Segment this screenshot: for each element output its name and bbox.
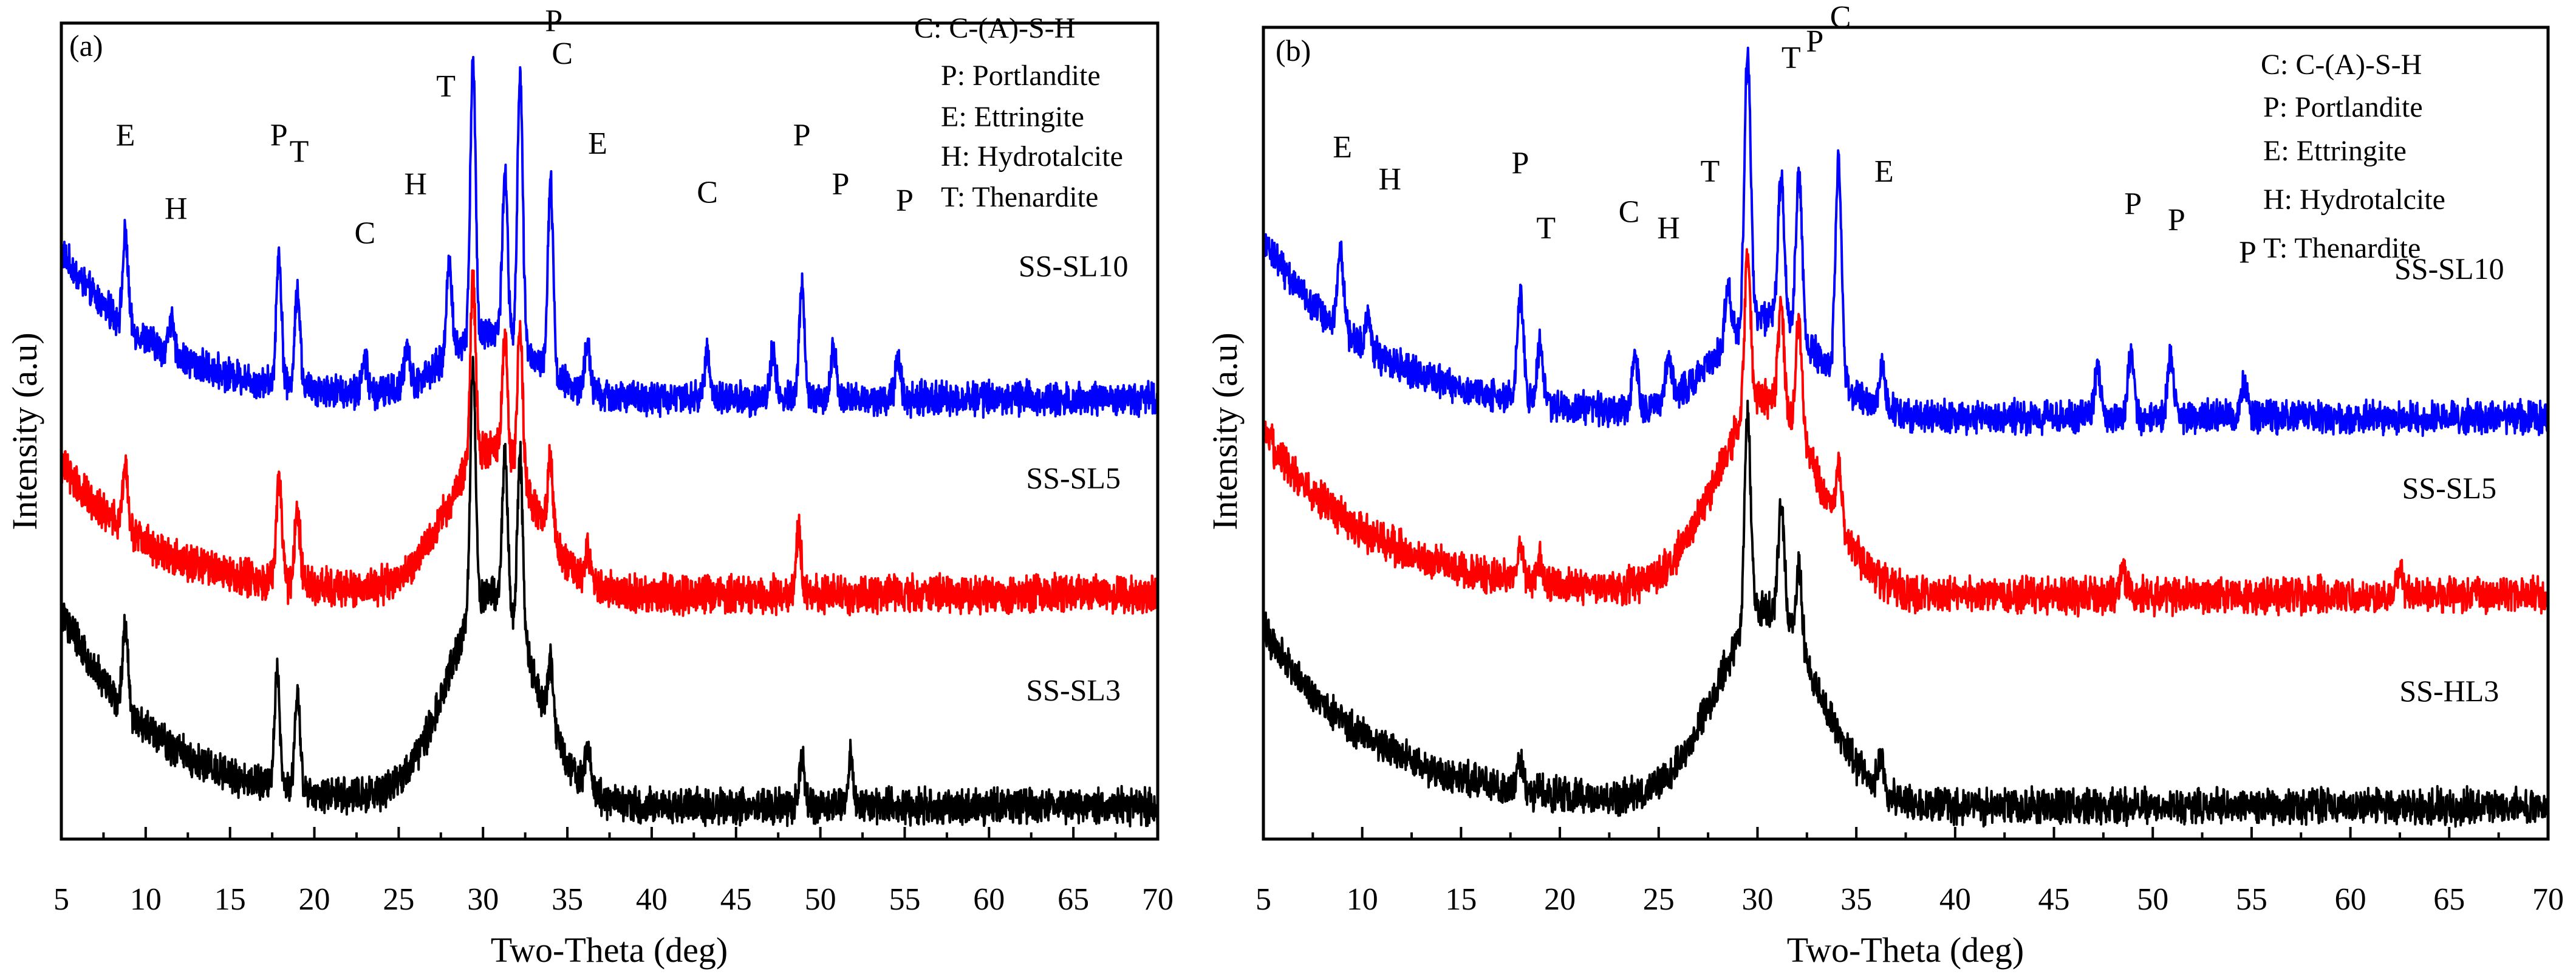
panel-b-series-labels: SS-SL10 SS-SL5 SS-HL3 bbox=[2394, 252, 2504, 708]
panel-b-legend-entry: H: Hydrotalcite bbox=[2263, 183, 2445, 216]
panel-b-tick-label: 45 bbox=[2038, 882, 2070, 917]
panel-a-peak-label: H bbox=[404, 167, 427, 202]
panel-b-series-label: SS-SL5 bbox=[2402, 471, 2496, 505]
panel-b-tick-label: 50 bbox=[2137, 882, 2168, 917]
panel-a-tick-label: 70 bbox=[1142, 882, 1174, 917]
panel-b-legend-entry: P: Portlandite bbox=[2263, 91, 2423, 123]
panel-b-tick-label: 70 bbox=[2532, 882, 2564, 917]
panel-a-peak-label: E bbox=[588, 126, 607, 161]
panel-a-tick-label: 30 bbox=[467, 882, 499, 917]
panel-b-series-label: SS-HL3 bbox=[2399, 674, 2499, 708]
panel-b-tick-label: 40 bbox=[1939, 882, 1971, 917]
panel-a-tick-labels: 5 10 15 20 25 30 35 40 45 50 55 60 65 70 bbox=[53, 882, 1174, 917]
panel-a-tick-label: 60 bbox=[973, 882, 1005, 917]
panel-b-tick-label: 25 bbox=[1643, 882, 1675, 917]
panel-b-tick-label: 35 bbox=[1840, 882, 1872, 917]
panel-a-data bbox=[60, 56, 1159, 828]
panel-a-series-ss-sl5 bbox=[60, 269, 1159, 617]
panel-b-peak-label: H bbox=[1378, 162, 1401, 197]
panel-b-peak-label: P bbox=[2124, 187, 2142, 221]
panel-a-tick-label: 65 bbox=[1057, 882, 1089, 917]
panel-a-peak-label: P bbox=[545, 4, 562, 38]
panel-a-peak-label: T bbox=[290, 134, 309, 169]
panel-a-series-label: SS-SL10 bbox=[1019, 249, 1129, 283]
panel-b-peak-label: P bbox=[1512, 146, 1529, 180]
panel-a-legend-entry: E: Ettringite bbox=[941, 101, 1084, 133]
panel-a-peak-label: H bbox=[165, 191, 188, 226]
panel-a-tick-label: 40 bbox=[636, 882, 668, 917]
panel-a-tick-label: 35 bbox=[552, 882, 583, 917]
panel-a-tick-label: 55 bbox=[889, 882, 920, 917]
panel-b-peak-label: P bbox=[2168, 203, 2185, 238]
panel-a-peak-label: P bbox=[793, 118, 811, 153]
panel-b-y-axis-title: Intensity (a.u) bbox=[1205, 332, 1245, 530]
panel-b-peak-label: E bbox=[1333, 130, 1352, 165]
panel-b-x-axis-title: Two-Theta (deg) bbox=[1787, 930, 2024, 970]
panel-a-tick-label: 15 bbox=[214, 882, 246, 917]
panel-b-tick-labels: 5 10 15 20 25 30 35 40 45 50 55 60 65 70 bbox=[1256, 882, 2564, 917]
panel-b-tick-label: 10 bbox=[1347, 882, 1378, 917]
panel-b-tick-label: 55 bbox=[2236, 882, 2267, 917]
panel-a-y-axis-title: Intensity (a.u) bbox=[5, 332, 44, 530]
panel-b-series-label: SS-SL10 bbox=[2394, 252, 2504, 286]
panel-a-peak-label: P bbox=[896, 183, 914, 218]
panel-a-legend: C: C-(A)-S-H P: Portlandite E: Ettringit… bbox=[914, 12, 1123, 213]
panel-b-legend-entry: T: Thenardite bbox=[2263, 232, 2421, 264]
panel-b-peak-label: C bbox=[1619, 195, 1640, 230]
panel-b-peak-label: C bbox=[1830, 0, 1851, 35]
panel-b-legend-entry: E: Ettringite bbox=[2263, 135, 2407, 167]
panel-b-tick-label: 15 bbox=[1445, 882, 1477, 917]
panel-a-peak-labels: E H P T C H T C T P C E C P P P bbox=[116, 4, 914, 251]
panel-b-peak-label: T bbox=[1536, 211, 1556, 245]
panel-b-peak-label: P bbox=[1806, 24, 1823, 59]
panel-a-series-label: SS-SL5 bbox=[1026, 461, 1121, 495]
panel-b-series-ss-hl3 bbox=[1262, 399, 2549, 828]
panel-a-peak-label: E bbox=[116, 118, 135, 153]
panel-a-peak-label: P bbox=[832, 167, 849, 202]
panel-b-legend: C: C-(A)-S-H P: Portlandite E: Ettringit… bbox=[2261, 49, 2445, 264]
panel-a-tick-label: 5 bbox=[53, 882, 69, 917]
panel-b-legend-entry: C: C-(A)-S-H bbox=[2261, 49, 2422, 81]
panel-a-ticks bbox=[60, 827, 1159, 839]
panel-b-tick-label: 65 bbox=[2433, 882, 2465, 917]
panel-b-peak-label: T bbox=[1700, 154, 1720, 189]
panel-b: 5 10 15 20 25 30 35 40 45 50 55 60 65 70… bbox=[1205, 0, 2564, 970]
panel-a-legend-entry: T: Thenardite bbox=[941, 181, 1098, 213]
panel-a-tick-label: 25 bbox=[383, 882, 414, 917]
panel-b-tick-label: 5 bbox=[1256, 882, 1271, 917]
panel-b-peak-label: E bbox=[1874, 154, 1894, 189]
panel-a-tag: (a) bbox=[69, 29, 103, 63]
panel-a-legend-entry: H: Hydrotalcite bbox=[941, 140, 1123, 173]
panel-a-tick-label: 50 bbox=[805, 882, 836, 917]
panel-b-tick-label: 60 bbox=[2335, 882, 2366, 917]
panel-a-peak-label: C bbox=[552, 36, 573, 71]
panel-b-ticks bbox=[1262, 827, 2549, 839]
panel-b-data bbox=[1262, 46, 2549, 828]
panel-b-peak-label: P bbox=[2239, 235, 2257, 270]
panel-a-tick-label: 10 bbox=[130, 882, 162, 917]
panel-a-series-labels: SS-SL10 SS-SL5 SS-SL3 bbox=[1019, 249, 1129, 707]
panel-b-peak-labels: E H P T C H T C T P C E P P P bbox=[1333, 0, 2257, 270]
panel-b-series-ss-sl10 bbox=[1262, 46, 2549, 437]
panel-b-tag: (b) bbox=[1276, 33, 1311, 67]
panel-b-series-ss-sl5 bbox=[1262, 248, 2549, 618]
panel-a-legend-entry: P: Portlandite bbox=[941, 60, 1101, 92]
panel-b-tick-label: 30 bbox=[1741, 882, 1773, 917]
panel-b-tick-label: 20 bbox=[1544, 882, 1576, 917]
panel-a-legend-entry: C: C-(A)-S-H bbox=[914, 12, 1075, 44]
panel-a-x-axis-title: Two-Theta (deg) bbox=[491, 930, 728, 970]
panel-b-peak-label: H bbox=[1657, 211, 1680, 245]
panel-a: 5 10 15 20 25 30 35 40 45 50 55 60 65 70… bbox=[5, 4, 1174, 970]
panel-a-peak-label: C bbox=[355, 216, 376, 251]
panel-a-peak-label: C bbox=[697, 175, 718, 210]
panel-a-series-label: SS-SL3 bbox=[1026, 673, 1121, 707]
panel-a-tick-label: 45 bbox=[720, 882, 752, 917]
panel-a-peak-label: P bbox=[270, 118, 288, 153]
panel-a-tick-label: 20 bbox=[299, 882, 330, 917]
panel-b-peak-label: T bbox=[1782, 41, 1801, 75]
panel-a-series-ss-sl3 bbox=[60, 355, 1159, 828]
panel-a-series-ss-sl10 bbox=[60, 56, 1159, 419]
panel-a-peak-label: T bbox=[436, 69, 456, 104]
